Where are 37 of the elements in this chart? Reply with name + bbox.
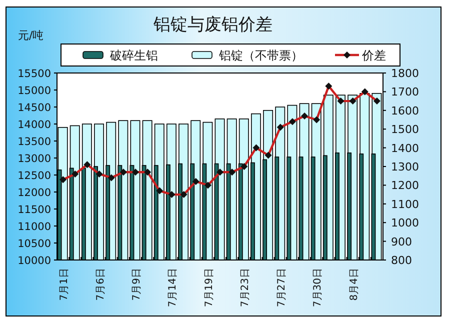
y2-tick-label: 1600	[391, 104, 419, 118]
y-tick-label: 10000	[18, 255, 51, 267]
y2-tick-label: 800	[391, 254, 412, 267]
legend-label: 破碎生铝	[109, 48, 158, 62]
y2-tick-label: 900	[391, 235, 412, 248]
x-tick-label: 7月27日	[276, 268, 288, 308]
y-tick-label: 13000	[18, 153, 51, 165]
x-tick-label: 7月14日	[168, 268, 179, 308]
chart-title: 铝锭与废铝价差	[152, 15, 272, 35]
x-tick-label: 7月23日	[240, 268, 252, 308]
y2-tick-label: 1700	[391, 86, 419, 99]
x-tick-label: 7月30日	[312, 268, 324, 308]
legend-label: 价差	[361, 48, 386, 62]
legend-label: 铝锭（不带票）	[218, 48, 303, 62]
y2-tick-label: 1800	[391, 67, 419, 80]
y2-tick-label: 1000	[391, 216, 419, 230]
y2-tick-label: 1200	[391, 179, 419, 192]
y-tick-label: 11000	[18, 221, 51, 233]
y-axis-title: 元/吨	[18, 29, 44, 42]
x-tick-label: 8月4日	[348, 268, 360, 301]
y2-tick-label: 1300	[391, 160, 419, 174]
y2-tick-label: 1100	[391, 198, 419, 211]
y-tick-label: 15500	[18, 68, 51, 80]
y2-tick-label: 1500	[391, 123, 419, 136]
y-tick-label: 12000	[18, 187, 51, 199]
x-tick-label: 7月1日	[59, 268, 70, 301]
x-tick-label: 7月6日	[95, 268, 106, 301]
x-tick-label: 7月19日	[204, 268, 215, 308]
y-tick-label: 14000	[18, 119, 51, 131]
x-tick-label: 7月9日	[131, 268, 142, 301]
y-tick-label: 12500	[18, 170, 51, 182]
y-tick-label: 14500	[18, 102, 51, 114]
y-tick-label: 13500	[18, 136, 51, 148]
y-tick-label: 11500	[18, 204, 51, 216]
y2-tick-label: 1400	[391, 142, 419, 155]
y-tick-label: 10500	[18, 238, 51, 250]
y-tick-label: 15000	[18, 85, 51, 97]
